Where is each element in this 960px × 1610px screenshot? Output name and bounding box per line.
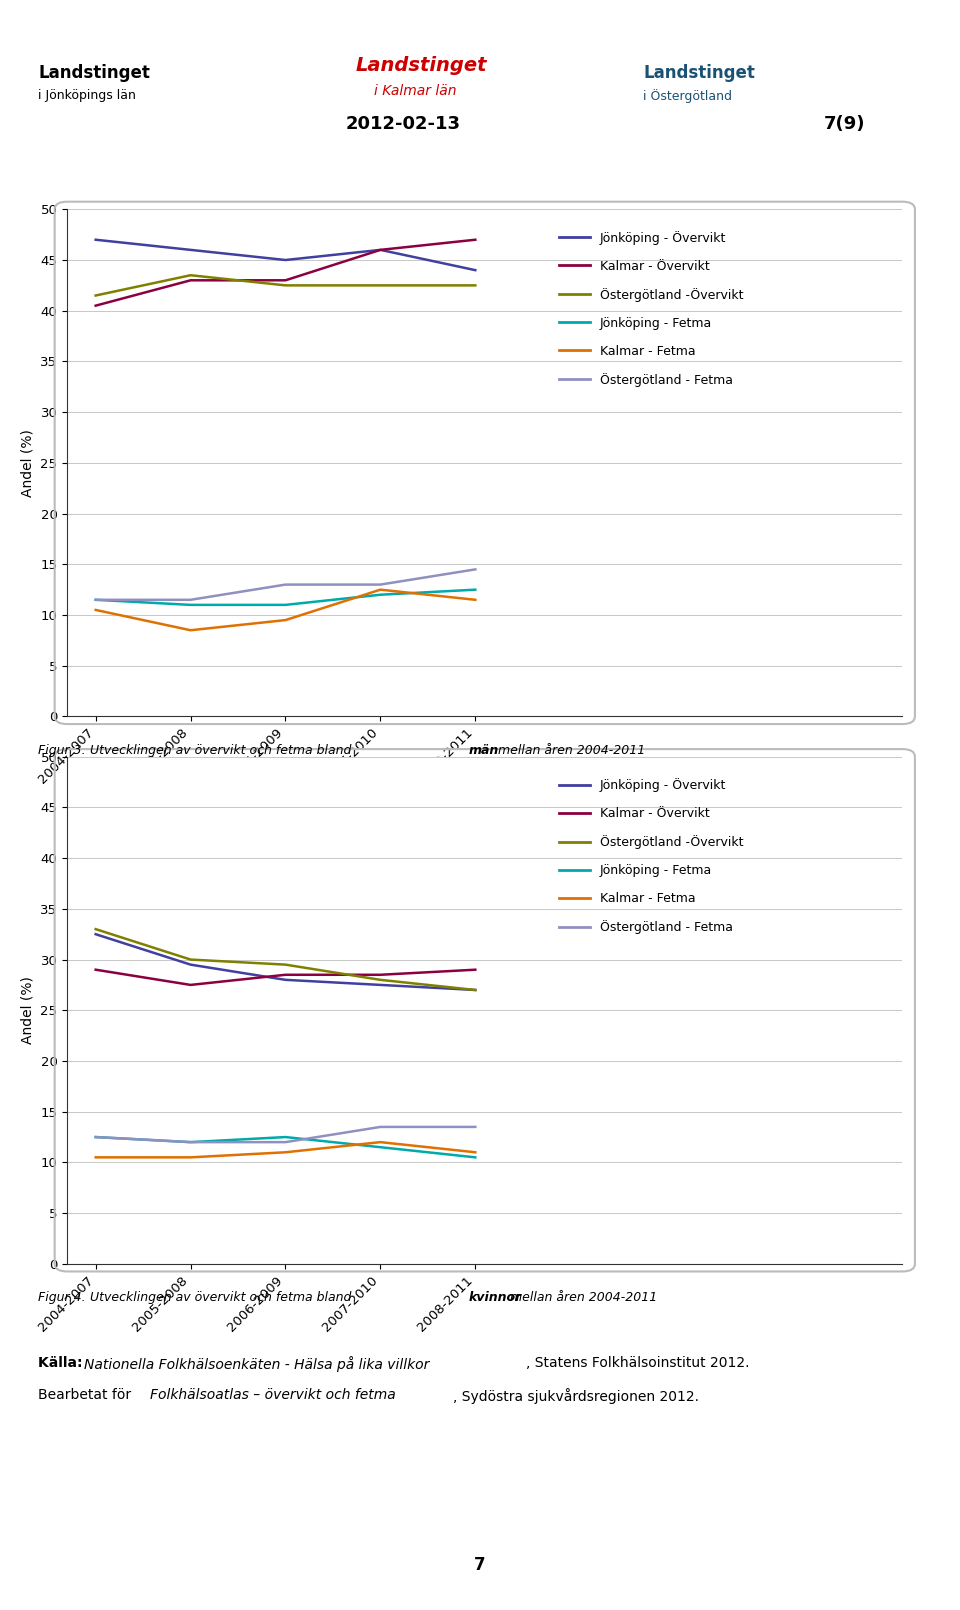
Text: kvinnor: kvinnor (468, 1291, 521, 1304)
Text: , Sydöstra sjukvårdsregionen 2012.: , Sydöstra sjukvårdsregionen 2012. (453, 1388, 699, 1404)
Legend: Jönköping - Övervikt, Kalmar - Övervikt, Östergötland -Övervikt, Jönköping - Fet: Jönköping - Övervikt, Kalmar - Övervikt,… (554, 225, 749, 391)
Text: 7(9): 7(9) (824, 114, 866, 134)
Text: Utvecklingen av övervikt och fetma bland: Utvecklingen av övervikt och fetma bland (90, 744, 355, 757)
Text: i Östergötland: i Östergötland (643, 89, 732, 103)
Text: Landstinget: Landstinget (643, 64, 756, 82)
Text: mellan åren 2004-2011: mellan åren 2004-2011 (494, 744, 646, 757)
Text: mellan åren 2004-2011: mellan åren 2004-2011 (506, 1291, 658, 1304)
Text: Folkhälsoatlas – övervikt och fetma: Folkhälsoatlas – övervikt och fetma (150, 1388, 396, 1402)
Y-axis label: Andel (%): Andel (%) (21, 976, 35, 1045)
Text: Figur 3.: Figur 3. (38, 744, 90, 757)
Text: i Jönköpings län: i Jönköpings län (38, 89, 136, 101)
Text: män: män (468, 744, 499, 757)
Text: 7: 7 (474, 1555, 486, 1573)
Text: 2012-02-13: 2012-02-13 (346, 114, 461, 134)
Text: Utvecklingen av övervikt och fetma bland: Utvecklingen av övervikt och fetma bland (90, 1291, 355, 1304)
Legend: Jönköping - Övervikt, Kalmar - Övervikt, Östergötland -Övervikt, Jönköping - Fet: Jönköping - Övervikt, Kalmar - Övervikt,… (554, 773, 749, 939)
Text: Nationella Folkhälsoenkäten - Hälsa på lika villkor: Nationella Folkhälsoenkäten - Hälsa på l… (84, 1356, 430, 1372)
Text: Landstinget: Landstinget (38, 64, 151, 82)
Text: , Statens Folkhälsoinstitut 2012.: , Statens Folkhälsoinstitut 2012. (526, 1356, 750, 1370)
Text: Figur 4.: Figur 4. (38, 1291, 90, 1304)
Text: Landstinget: Landstinget (355, 56, 487, 76)
Text: i Kalmar län: i Kalmar län (374, 84, 457, 98)
Y-axis label: Andel (%): Andel (%) (21, 428, 35, 497)
Text: Bearbetat för: Bearbetat för (38, 1388, 136, 1402)
Text: Källa:: Källa: (38, 1356, 87, 1370)
